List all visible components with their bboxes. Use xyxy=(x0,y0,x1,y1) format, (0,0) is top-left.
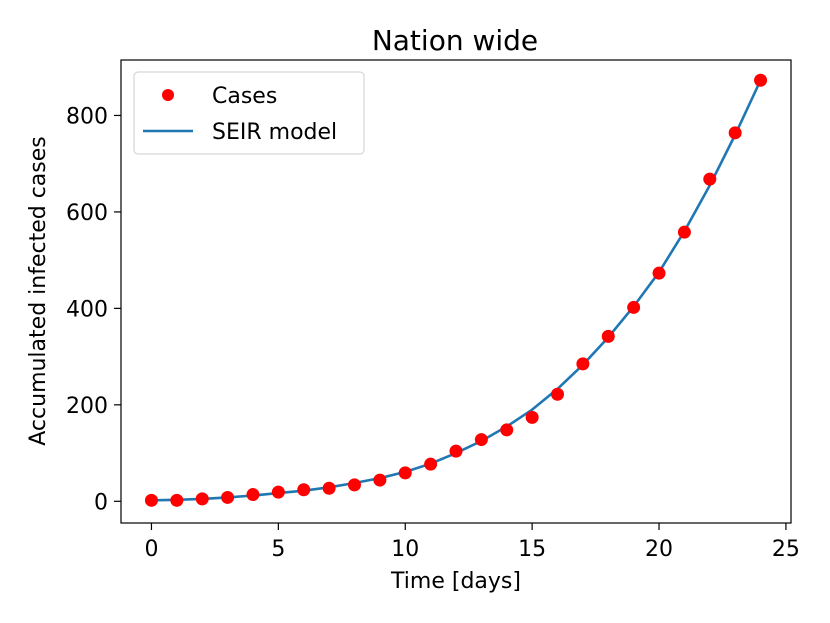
cases-point xyxy=(373,473,387,487)
y-tick-label: 400 xyxy=(66,297,108,322)
cases-point xyxy=(601,329,615,343)
cases-point xyxy=(474,433,488,447)
legend: Cases SEIR model xyxy=(133,71,365,155)
cases-point xyxy=(144,493,158,507)
cases-point xyxy=(449,444,463,458)
x-tick-label: 15 xyxy=(518,537,546,562)
chart-title: Nation wide xyxy=(372,24,538,57)
cases-point xyxy=(347,478,361,492)
x-tick-label: 20 xyxy=(645,537,673,562)
y-tick-label: 0 xyxy=(94,490,108,515)
cases-point xyxy=(398,466,412,480)
y-tick-label: 200 xyxy=(66,394,108,419)
y-axis: 0 200 400 600 800 xyxy=(66,104,121,515)
cases-point xyxy=(170,493,184,507)
legend-box xyxy=(133,71,365,155)
cases-point xyxy=(703,172,717,186)
cases-point xyxy=(271,485,285,499)
x-tick-label: 10 xyxy=(391,537,419,562)
cases-point xyxy=(297,483,311,497)
x-tick-label: 5 xyxy=(271,537,285,562)
x-axis: 0 5 10 15 20 25 xyxy=(144,523,800,562)
cases-point xyxy=(500,423,514,437)
cases-point xyxy=(576,357,590,371)
cases-point xyxy=(677,225,691,239)
x-tick-label: 0 xyxy=(144,537,158,562)
cases-point xyxy=(754,73,768,87)
y-axis-label: Accumulated infected cases xyxy=(26,136,51,445)
x-tick-label: 25 xyxy=(772,537,800,562)
cases-series xyxy=(144,73,768,507)
axes-frame xyxy=(120,59,792,524)
cases-point xyxy=(221,490,235,504)
cases-point xyxy=(424,457,438,471)
cases-point xyxy=(652,266,666,280)
legend-cases-label: Cases xyxy=(212,84,277,109)
y-tick-label: 800 xyxy=(66,104,108,129)
cases-point xyxy=(246,488,260,502)
cases-point xyxy=(627,300,641,314)
plot-area xyxy=(120,59,792,524)
cases-point xyxy=(195,492,209,506)
cases-point xyxy=(322,481,336,495)
x-axis-label: Time [days] xyxy=(390,569,521,594)
cases-point xyxy=(728,126,742,140)
legend-cases-marker xyxy=(162,89,174,101)
cases-point xyxy=(525,410,539,424)
cases-point xyxy=(551,387,565,401)
legend-seir-label: SEIR model xyxy=(212,120,337,145)
y-tick-label: 600 xyxy=(66,201,108,226)
